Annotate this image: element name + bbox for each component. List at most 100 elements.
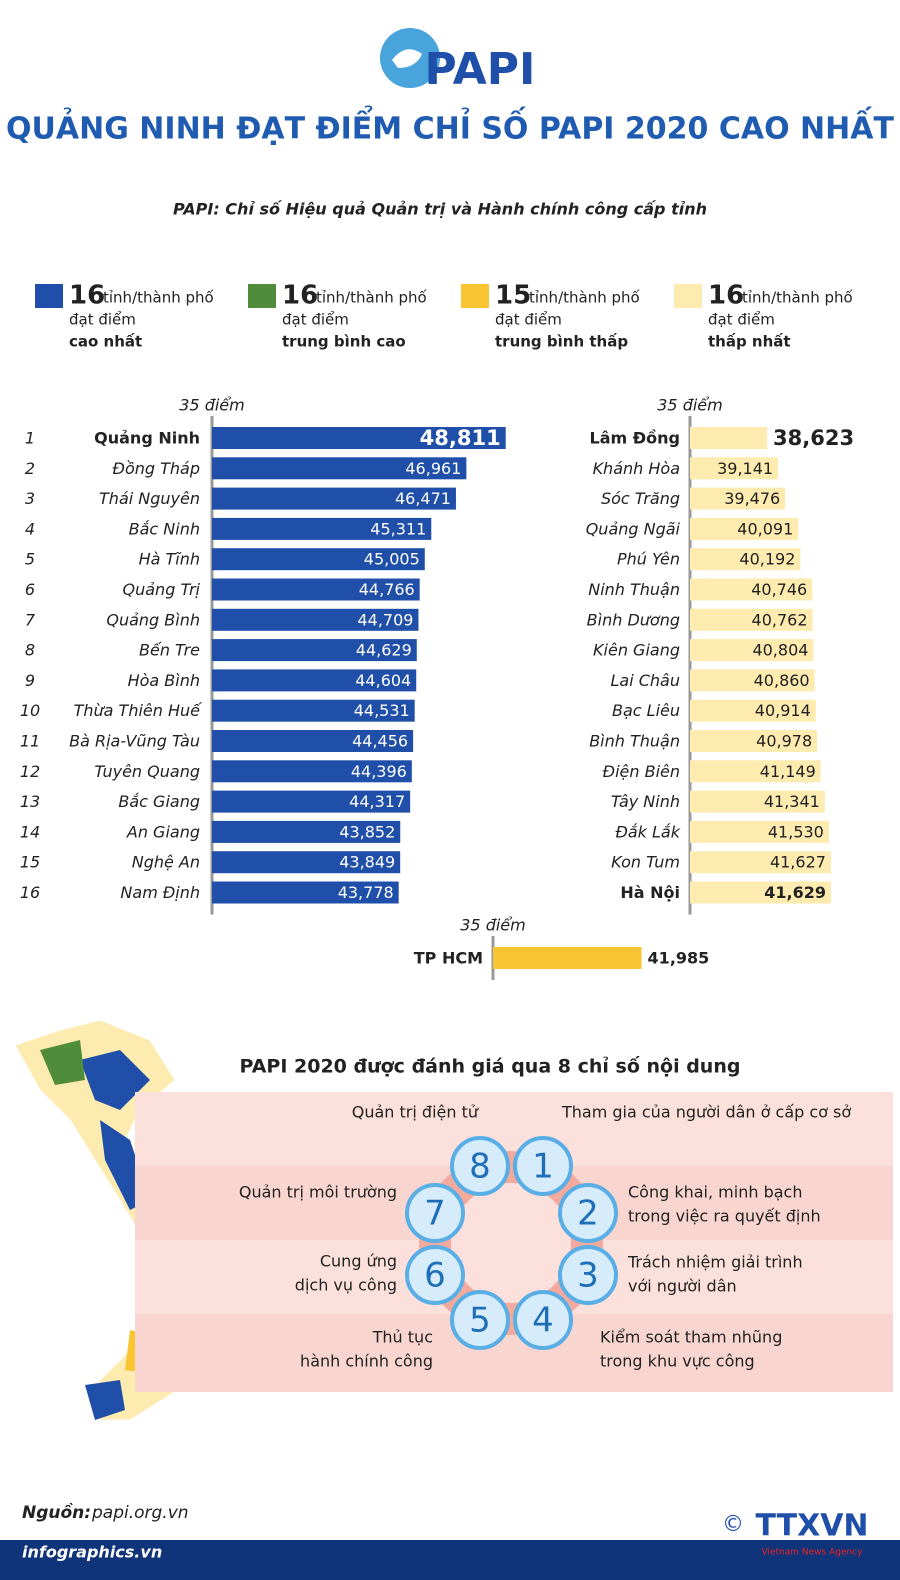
legend-count: 15 (495, 281, 531, 311)
category-label: Bình Thuận (589, 732, 680, 751)
indicator-label: Cung ứng (320, 1252, 397, 1271)
bar (690, 881, 831, 904)
bar (212, 730, 414, 752)
legend-count: 16 (708, 281, 744, 311)
indicator-number: 5 (469, 1301, 491, 1341)
rank: 9 (25, 671, 35, 690)
value-label: 44,766 (359, 580, 415, 599)
bar (212, 820, 401, 843)
indicator-number: 4 (532, 1301, 554, 1341)
map-region (80, 1050, 150, 1110)
agency: TTXVN (755, 1509, 868, 1544)
charts: 35 điểm 48,811 Quảng Ninh 1 46,961 Đồng Tháp 2… (20, 396, 854, 980)
category-label: Phú Yên (617, 550, 680, 569)
category-label: Hòa Bình (128, 671, 200, 690)
ring-inner (451, 1183, 571, 1303)
title: QUẢNG NINH ĐẠT ĐIỂM CHỈ SỐ PAPI 2020 CAO… (6, 106, 894, 147)
value-label: 41,341 (764, 792, 820, 811)
indicator-label: hành chính công (300, 1352, 433, 1371)
rank: 13 (20, 792, 40, 811)
bar (690, 760, 821, 783)
legend-count: 16 (282, 281, 318, 311)
bar (690, 851, 831, 874)
source-label: Nguồn: (22, 1502, 91, 1523)
value-label: 40,746 (751, 580, 807, 599)
value-label: 40,091 (737, 519, 793, 538)
bar (690, 669, 815, 692)
bar (493, 947, 642, 969)
rank: 4 (25, 519, 35, 538)
bar (690, 639, 814, 662)
source-text: papi.org.vn (91, 1503, 189, 1523)
indicator-badge (450, 1136, 510, 1196)
category-label: Nghệ An (132, 853, 200, 872)
indicator-badge (558, 1245, 618, 1305)
map-region (85, 1380, 125, 1420)
rank: 12 (20, 762, 40, 781)
value-label: 40,192 (739, 550, 795, 569)
bar (690, 608, 813, 631)
bar (690, 548, 801, 571)
rank: 3 (25, 489, 35, 508)
legend-swatch (248, 284, 276, 308)
legend-swatch (461, 284, 489, 308)
site: infographics.vn (22, 1543, 162, 1562)
rank: 2 (25, 459, 35, 478)
legend-text: đạt điểm (708, 311, 775, 329)
bar (212, 548, 425, 571)
legend-text: đạt điểm (69, 311, 136, 329)
indicator-label: trong việc ra quyết định (628, 1207, 821, 1226)
category-label: Quảng Trị (123, 580, 201, 599)
rank: 15 (20, 853, 40, 872)
value-label: 45,311 (370, 519, 426, 538)
bar (690, 427, 768, 449)
category-label: Quảng Bình (106, 610, 200, 629)
bar (690, 457, 779, 480)
value-label: 44,317 (349, 792, 405, 811)
category-label: Quảng Ninh (94, 429, 200, 448)
category-label: Đắk Lắk (615, 822, 680, 841)
legend-text: trung bình cao (282, 333, 406, 351)
value-label: 40,804 (752, 641, 808, 660)
value-label: 41,530 (768, 822, 824, 841)
value-label: 38,623 (773, 426, 854, 450)
value-label: 40,978 (756, 732, 812, 751)
category-label: Lai Châu (610, 671, 680, 690)
footer-band (0, 1540, 900, 1580)
copyright: © (722, 1512, 744, 1537)
category-label: Tuyên Quang (94, 762, 200, 781)
agency-en: Vietnam News Agency (762, 1548, 864, 1558)
value-label: 39,476 (724, 489, 780, 508)
category-label: Hà Nội (620, 883, 680, 902)
category-label: Khánh Hòa (593, 459, 680, 478)
category-label: Bắc Giang (118, 792, 200, 811)
category-label: Nam Định (120, 883, 200, 902)
indicator-badge (558, 1183, 618, 1243)
category-label: Bến Tre (139, 641, 200, 660)
value-label: 40,762 (752, 610, 808, 629)
value-label: 46,961 (405, 459, 461, 478)
legend-text: đạt điểm (282, 311, 349, 329)
indicator-panels (135, 1092, 893, 1392)
legend-text: tỉnh/thành phố (103, 289, 215, 307)
indicator-label: dịch vụ công (295, 1276, 397, 1295)
category-label: Bạc Liêu (612, 701, 680, 720)
bar (212, 608, 419, 631)
rank: 7 (25, 610, 36, 629)
value-label: 41,149 (760, 762, 816, 781)
category-label: Thừa Thiên Huế (74, 701, 203, 720)
indicator-number: 3 (577, 1256, 599, 1296)
indicator-badge (513, 1136, 573, 1196)
indicator-number: 2 (577, 1194, 599, 1234)
legend-text: tỉnh/thành phố (316, 289, 428, 307)
legend-count: 16 (69, 281, 105, 311)
category-label: An Giang (126, 822, 200, 841)
indicator-label: Trách nhiệm giải trình (627, 1253, 803, 1272)
indicator-label: Quản trị điện tử (352, 1103, 479, 1122)
indicators-title: PAPI 2020 được đánh giá qua 8 chỉ số nội… (240, 1055, 741, 1078)
rank: 10 (20, 701, 40, 720)
value-label: 41,629 (764, 883, 826, 902)
value-label: 44,396 (351, 762, 407, 781)
value-label: 44,456 (352, 732, 408, 751)
